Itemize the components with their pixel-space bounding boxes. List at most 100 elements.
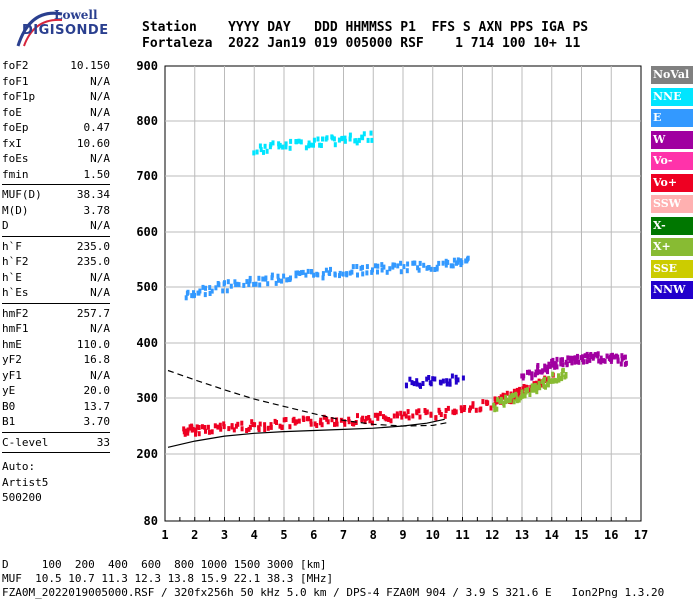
trace-point xyxy=(597,358,601,364)
trace-point xyxy=(309,269,313,274)
param-row: MUF(D) 38.34 xyxy=(2,187,110,203)
trace-point xyxy=(493,405,497,411)
trace-point xyxy=(450,373,454,379)
trace-point xyxy=(250,419,254,425)
trace-point xyxy=(594,352,598,358)
trace-point xyxy=(307,140,311,146)
trace-point xyxy=(273,418,277,424)
x-tick-label: 11 xyxy=(455,528,469,542)
trace-point xyxy=(282,273,286,279)
trace-point xyxy=(454,409,458,415)
trace-point xyxy=(437,407,441,413)
trace-point xyxy=(318,420,322,426)
trace-point xyxy=(448,381,452,387)
trace-point xyxy=(530,371,534,377)
trace-point xyxy=(435,264,439,270)
trace-point xyxy=(441,260,445,266)
trace-point xyxy=(568,355,572,361)
trace-point xyxy=(451,263,455,269)
trace-point xyxy=(269,424,273,430)
trace-point xyxy=(554,362,558,367)
x-tick-label: 2 xyxy=(191,528,198,542)
param-value: N/A xyxy=(90,322,110,335)
trace-point xyxy=(549,378,553,384)
trace-point xyxy=(413,260,417,266)
trace-point xyxy=(281,144,285,150)
trace-point xyxy=(329,266,332,272)
param-row: B1 3.70 xyxy=(2,414,110,430)
trace-point xyxy=(530,387,534,393)
trace-point xyxy=(505,390,509,396)
param-value: 235.0 xyxy=(76,239,110,253)
trace-point xyxy=(590,354,594,360)
footer-file-info: FZA0M_2022019005000.RSF / 320fx256h 50 k… xyxy=(2,586,665,599)
param-value: 0.47 xyxy=(83,121,111,134)
trace-point xyxy=(543,376,546,382)
trace-point xyxy=(343,138,347,144)
trace-point xyxy=(536,384,539,390)
trace-point xyxy=(278,423,282,429)
trace-point xyxy=(446,405,450,411)
trace-point xyxy=(410,380,414,386)
trace-point xyxy=(240,420,244,426)
trace-point xyxy=(226,279,230,285)
trace-point xyxy=(451,409,455,415)
trace-point xyxy=(610,356,614,362)
x-tick-label: 5 xyxy=(280,528,287,542)
trace-point xyxy=(255,149,259,155)
trace-point xyxy=(222,281,226,287)
trace-point xyxy=(546,381,549,387)
trace-point xyxy=(474,407,478,413)
x-tick-label: 3 xyxy=(221,528,228,542)
trace-point xyxy=(535,389,539,395)
trace-point xyxy=(526,369,529,375)
trace-point xyxy=(399,269,403,275)
trace-point xyxy=(400,414,404,420)
param-name: foE xyxy=(2,105,22,119)
trace-point xyxy=(355,264,359,269)
trace-point xyxy=(271,140,275,146)
trace-point xyxy=(449,263,453,269)
trace-point xyxy=(278,142,282,148)
trace-point xyxy=(445,378,449,384)
trace-point xyxy=(194,427,198,433)
trace-point xyxy=(261,276,265,282)
trace-point xyxy=(280,278,283,284)
trace-point xyxy=(191,426,195,432)
trace-point xyxy=(208,285,212,291)
trace-point xyxy=(376,412,380,418)
y-tick-label: 600 xyxy=(136,225,158,239)
trace-point xyxy=(276,273,280,279)
trace-point xyxy=(285,277,289,283)
trace-point xyxy=(570,360,574,366)
trace-point xyxy=(561,367,565,373)
trace-point xyxy=(298,271,302,276)
trace-point xyxy=(335,421,339,427)
trace-point xyxy=(596,351,600,357)
trace-point xyxy=(316,136,320,142)
trace-point xyxy=(481,399,485,405)
trace-point xyxy=(528,370,531,376)
param-separator xyxy=(2,452,110,453)
trace-point xyxy=(222,424,226,430)
trace-point xyxy=(282,417,286,423)
trace-point xyxy=(198,288,202,294)
trace-point xyxy=(348,136,352,142)
trace-point xyxy=(551,378,555,384)
param-row: M(D) 3.78 xyxy=(2,203,110,219)
trace-point xyxy=(532,387,536,393)
trace-point xyxy=(194,431,197,437)
trace-point xyxy=(456,257,460,263)
trace-point xyxy=(427,375,431,380)
trace-point xyxy=(376,415,380,421)
trace-point xyxy=(266,281,270,287)
x-tick-label: 15 xyxy=(574,528,588,542)
auto-line3: 500200 xyxy=(2,491,42,504)
trace-point xyxy=(252,281,256,287)
trace-point xyxy=(284,144,288,150)
legend-item: X+ xyxy=(651,238,693,256)
trace-point xyxy=(206,424,210,430)
trace-point xyxy=(392,413,396,419)
trace-point xyxy=(560,372,564,377)
trace-point xyxy=(294,270,298,276)
